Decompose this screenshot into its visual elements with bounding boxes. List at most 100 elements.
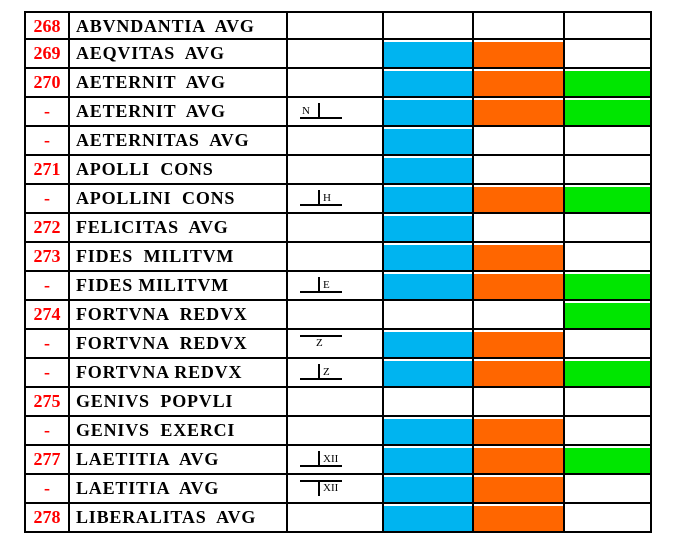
mark-line [300,378,342,380]
availability-cell [474,243,565,270]
green-fill [565,71,650,96]
green-fill [565,303,650,328]
mark-line [318,364,320,380]
availability-cell [384,40,474,67]
catalog-number: 272 [24,214,70,241]
availability-cell [384,388,474,415]
mint-mark-letter: XII [323,453,339,465]
blue-fill [384,71,472,96]
mark-line [300,335,342,337]
availability-cell [384,330,474,357]
blue-fill [384,506,472,531]
blue-fill [384,448,472,473]
mint-mark-letter: XII [323,482,339,494]
catalog-number: 269 [24,40,70,67]
orange-fill [474,100,563,125]
reverse-legend: AETERNIT AVG [70,69,288,96]
availability-cell [565,185,652,212]
availability-cell [474,475,565,502]
reverse-legend: APOLLINI CONS [70,185,288,212]
green-fill [565,187,650,212]
catalog-number: - [24,330,70,357]
table-row: 270 AETERNIT AVG [24,69,652,98]
orange-fill [474,71,563,96]
orange-fill [474,448,563,473]
reverse-legend: FORTVNA REDVX [70,359,288,386]
availability-cell [384,127,474,154]
catalog-number: - [24,475,70,502]
mark-line [300,465,342,467]
mint-mark-cell [288,504,384,531]
availability-cell [474,301,565,328]
mark-line [318,277,320,293]
table-row: - LAETITIA AVG XII [24,475,652,504]
availability-cell [565,69,652,96]
catalog-number: 278 [24,504,70,531]
blue-fill [384,129,472,154]
availability-cell [474,272,565,299]
orange-fill [474,42,563,67]
reverse-legend: FELICITAS AVG [70,214,288,241]
catalog-number: 273 [24,243,70,270]
catalog-number: - [24,417,70,444]
mint-mark-cell [288,156,384,183]
availability-cell [565,13,652,38]
catalog-number: 271 [24,156,70,183]
mint-mark-letter: N [302,105,310,117]
reverse-legend: GENIVS POPVLI [70,388,288,415]
green-fill [565,274,650,299]
catalog-number: - [24,127,70,154]
mint-mark: H [300,190,342,206]
orange-fill [474,274,563,299]
availability-cell [565,301,652,328]
blue-fill [384,245,472,270]
table-row: - FORTVNA REDVX Z [24,330,652,359]
table-row: 275 GENIVS POPVLI [24,388,652,417]
mint-mark-letter: E [323,279,330,291]
mint-mark-cell: XII [288,446,384,473]
availability-cell [565,98,652,125]
table-row: - AETERNIT AVG N [24,98,652,127]
mark-line [318,190,320,206]
availability-cell [474,13,565,38]
reverse-legend: FIDES MILITVM [70,272,288,299]
blue-fill [384,419,472,444]
orange-fill [474,332,563,357]
mint-mark-cell [288,127,384,154]
reverse-legend: AEQVITAS AVG [70,40,288,67]
reverse-legend: FORTVNA REDVX [70,330,288,357]
availability-cell [565,359,652,386]
mark-line [300,480,342,482]
blue-fill [384,361,472,386]
availability-cell [474,127,565,154]
mint-mark: Z [300,335,342,351]
availability-cell [384,417,474,444]
catalog-number: - [24,359,70,386]
availability-cell [474,69,565,96]
availability-cell [384,446,474,473]
reverse-legend: AETERNITAS AVG [70,127,288,154]
availability-cell [565,504,652,531]
mint-mark-cell [288,301,384,328]
table-row: 268 ABVNDANTIA AVG [24,11,652,40]
availability-cell [384,475,474,502]
availability-cell [565,388,652,415]
reverse-legend: FORTVNA REDVX [70,301,288,328]
orange-fill [474,477,563,502]
availability-cell [474,214,565,241]
reverse-legend: LAETITIA AVG [70,475,288,502]
mark-line [300,117,342,119]
availability-cell [565,156,652,183]
blue-fill [384,477,472,502]
orange-fill [474,506,563,531]
availability-cell [384,13,474,38]
availability-cell [474,359,565,386]
blue-fill [384,158,472,183]
mint-mark-cell [288,388,384,415]
reverse-legend: APOLLI CONS [70,156,288,183]
table-row: 277 LAETITIA AVG XII [24,446,652,475]
table-row: - GENIVS EXERCI [24,417,652,446]
table-row: - APOLLINI CONS H [24,185,652,214]
availability-cell [565,417,652,444]
reverse-legend: LIBERALITAS AVG [70,504,288,531]
